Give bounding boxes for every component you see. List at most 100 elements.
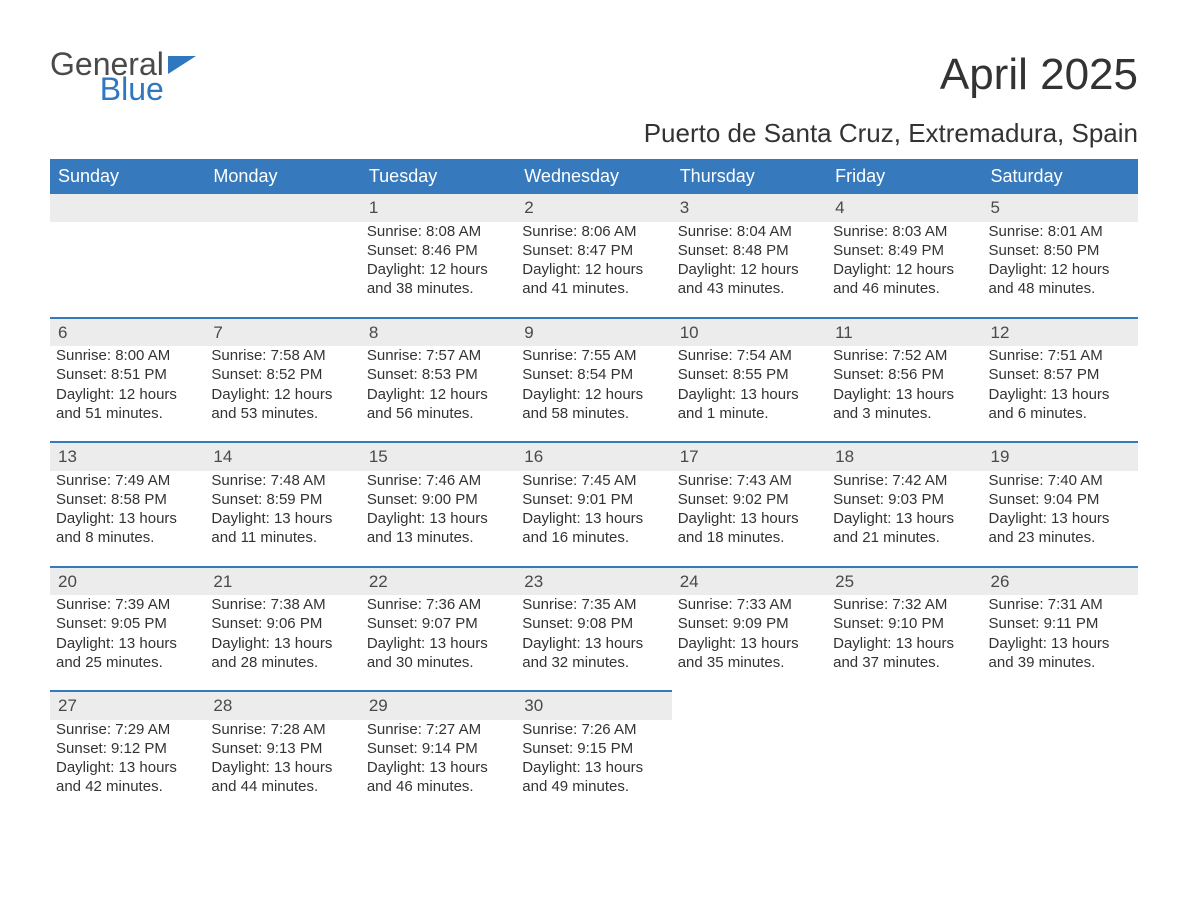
daylight-line: Daylight: 13 hours and 6 minutes. xyxy=(989,386,1110,422)
day-number-cell: 9 xyxy=(516,318,671,347)
daynum-row: 13141516171819 xyxy=(50,442,1138,471)
day-number-cell: 18 xyxy=(827,442,982,471)
day-data-cell: Sunrise: 7:39 AMSunset: 9:05 PMDaylight:… xyxy=(50,595,205,691)
day-number-cell: 25 xyxy=(827,567,982,596)
sunset-line: Sunset: 8:50 PM xyxy=(989,242,1100,259)
daydata-row: Sunrise: 8:00 AMSunset: 8:51 PMDaylight:… xyxy=(50,346,1138,442)
day-number-cell: 30 xyxy=(516,691,671,720)
daylight-line: Daylight: 13 hours and 11 minutes. xyxy=(211,510,332,546)
sunrise-line: Sunrise: 7:38 AM xyxy=(211,596,325,613)
day-data-cell: Sunrise: 7:31 AMSunset: 9:11 PMDaylight:… xyxy=(983,595,1138,691)
sunrise-line: Sunrise: 8:06 AM xyxy=(522,223,636,240)
daydata-row: Sunrise: 8:08 AMSunset: 8:46 PMDaylight:… xyxy=(50,222,1138,318)
daynum-row: 6789101112 xyxy=(50,318,1138,347)
day-number-cell: 11 xyxy=(827,318,982,347)
day-number-cell: 10 xyxy=(672,318,827,347)
day-data-cell: Sunrise: 7:26 AMSunset: 9:15 PMDaylight:… xyxy=(516,720,671,815)
day-data-cell xyxy=(983,720,1138,815)
day-number-cell: 17 xyxy=(672,442,827,471)
day-data-cell: Sunrise: 7:46 AMSunset: 9:00 PMDaylight:… xyxy=(361,471,516,567)
sunset-line: Sunset: 9:14 PM xyxy=(367,740,478,757)
daylight-line: Daylight: 12 hours and 48 minutes. xyxy=(989,261,1110,297)
daylight-line: Daylight: 13 hours and 23 minutes. xyxy=(989,510,1110,546)
day-data-cell: Sunrise: 7:43 AM Sunset: 9:02 PM Daylight:… xyxy=(672,471,827,567)
sunset-line: Sunset: 9:03 PM xyxy=(833,491,944,508)
day-data-cell: Sunrise: 7:51 AMSunset: 8:57 PMDaylight:… xyxy=(983,346,1138,442)
day-data-cell: Sunrise: 7:49 AMSunset: 8:58 PMDaylight:… xyxy=(50,471,205,567)
sunset-line: Sunset: 8:51 PM xyxy=(56,366,167,383)
sunset-line: Sunset: 9:13 PM xyxy=(211,740,322,757)
calendar-table: SundayMondayTuesdayWednesdayThursdayFrid… xyxy=(50,159,1138,815)
day-data-cell: Sunrise: 8:00 AMSunset: 8:51 PMDaylight:… xyxy=(50,346,205,442)
daylight-line: Daylight: 12 hours and 41 minutes. xyxy=(522,261,643,297)
sunrise-line: Sunrise: 7:48 AM xyxy=(211,472,325,489)
sunrise-line: Sunrise: 7:42 AM xyxy=(833,472,947,489)
day-data-cell: Sunrise: 7:54 AMSunset: 8:55 PMDaylight:… xyxy=(672,346,827,442)
day-data-cell: Sunrise: 7:58 AMSunset: 8:52 PMDaylight:… xyxy=(205,346,360,442)
weekday-header: Sunday xyxy=(50,159,205,194)
sunrise-line: Sunrise: 7:36 AM xyxy=(367,596,481,613)
weekday-header: Thursday xyxy=(672,159,827,194)
day-number-cell: 22 xyxy=(361,567,516,596)
sunset-line: Sunset: 8:55 PM xyxy=(678,366,789,383)
daylight-line: Daylight: 12 hours and 56 minutes. xyxy=(367,386,488,422)
day-data-cell: Sunrise: 8:04 AM Sunset: 8:48 PM Daylight:… xyxy=(672,222,827,318)
weekday-header: Wednesday xyxy=(516,159,671,194)
sunset-line: Sunset: 8:53 PM xyxy=(367,366,478,383)
day-data-cell xyxy=(50,222,205,318)
daylight-line: Daylight: 13 hours and 16 minutes. xyxy=(522,510,643,546)
daylight-line: Daylight: 13 hours and 32 minutes. xyxy=(522,635,643,671)
sunset-line: Sunset: 8:52 PM xyxy=(211,366,322,383)
daylight-line: Daylight: 13 hours and 42 minutes. xyxy=(56,759,177,795)
daylight-line: Daylight: 13 hours and 25 minutes. xyxy=(56,635,177,671)
logo-text: General Blue xyxy=(50,50,164,104)
sunrise-line: Sunrise: 8:08 AM xyxy=(367,223,481,240)
day-number-cell xyxy=(827,691,982,720)
sunset-line: Sunset: 9:02 PM xyxy=(678,491,789,508)
day-number-cell: 7 xyxy=(205,318,360,347)
day-data-cell: Sunrise: 7:33 AMSunset: 9:09 PMDaylight:… xyxy=(672,595,827,691)
sunrise-line: Sunrise: 7:43 AM xyxy=(678,472,792,489)
sunset-line: Sunset: 8:58 PM xyxy=(56,491,167,508)
day-number-cell: 1 xyxy=(361,194,516,222)
daylight-line: Daylight: 13 hours and 18 minutes. xyxy=(678,510,799,546)
day-data-cell: Sunrise: 7:36 AMSunset: 9:07 PMDaylight:… xyxy=(361,595,516,691)
day-number-cell: 6 xyxy=(50,318,205,347)
weekday-header: Monday xyxy=(205,159,360,194)
sunset-line: Sunset: 8:48 PM xyxy=(678,242,789,259)
weekday-header: Saturday xyxy=(983,159,1138,194)
day-data-cell: Sunrise: 7:42 AMSunset: 9:03 PMDaylight:… xyxy=(827,471,982,567)
day-number-cell: 20 xyxy=(50,567,205,596)
sunrise-line: Sunrise: 7:35 AM xyxy=(522,596,636,613)
sunset-line: Sunset: 9:06 PM xyxy=(211,615,322,632)
sunrise-line: Sunrise: 7:58 AM xyxy=(211,347,325,364)
day-data-cell: Sunrise: 7:35 AMSunset: 9:08 PMDaylight:… xyxy=(516,595,671,691)
sunrise-line: Sunrise: 7:26 AM xyxy=(522,721,636,738)
sunrise-line: Sunrise: 8:03 AM xyxy=(833,223,947,240)
sunset-line: Sunset: 9:05 PM xyxy=(56,615,167,632)
day-number-cell xyxy=(50,194,205,222)
sunrise-line: Sunrise: 8:04 AM xyxy=(678,223,792,240)
sunrise-line: Sunrise: 7:28 AM xyxy=(211,721,325,738)
day-data-cell xyxy=(205,222,360,318)
day-data-cell: Sunrise: 7:28 AMSunset: 9:13 PMDaylight:… xyxy=(205,720,360,815)
day-data-cell: Sunrise: 7:45 AMSunset: 9:01 PMDaylight:… xyxy=(516,471,671,567)
sunrise-line: Sunrise: 8:01 AM xyxy=(989,223,1103,240)
day-number-cell: 19 xyxy=(983,442,1138,471)
day-data-cell: Sunrise: 7:48 AMSunset: 8:59 PMDaylight:… xyxy=(205,471,360,567)
day-data-cell: Sunrise: 8:01 AM Sunset: 8:50 PM Daylight:… xyxy=(983,222,1138,318)
day-data-cell xyxy=(672,720,827,815)
sunset-line: Sunset: 9:00 PM xyxy=(367,491,478,508)
sunrise-line: Sunrise: 7:49 AM xyxy=(56,472,170,489)
sunrise-line: Sunrise: 7:52 AM xyxy=(833,347,947,364)
day-number-cell: 12 xyxy=(983,318,1138,347)
sunset-line: Sunset: 9:01 PM xyxy=(522,491,633,508)
sunrise-line: Sunrise: 7:27 AM xyxy=(367,721,481,738)
daydata-row: Sunrise: 7:39 AMSunset: 9:05 PMDaylight:… xyxy=(50,595,1138,691)
daynum-row: 27282930 xyxy=(50,691,1138,720)
sunrise-line: Sunrise: 7:51 AM xyxy=(989,347,1103,364)
daylight-line: Daylight: 13 hours and 46 minutes. xyxy=(367,759,488,795)
daylight-line: Daylight: 12 hours and 43 minutes. xyxy=(678,261,799,297)
day-data-cell: Sunrise: 7:40 AMSunset: 9:04 PMDaylight:… xyxy=(983,471,1138,567)
day-number-cell: 13 xyxy=(50,442,205,471)
